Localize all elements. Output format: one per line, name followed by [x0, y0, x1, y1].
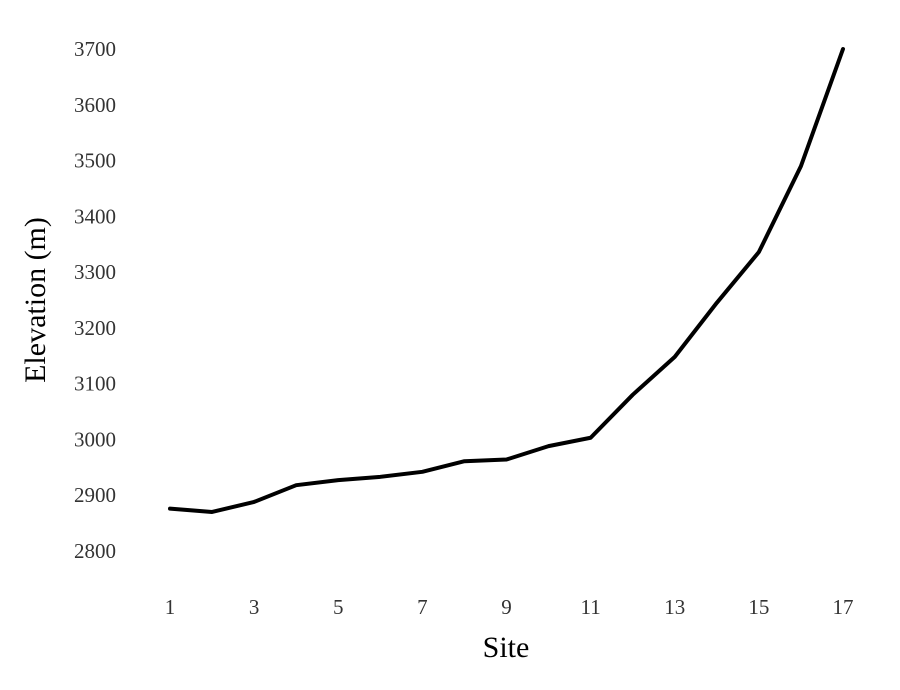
y-tick-label: 3400 — [74, 204, 116, 228]
series-lines — [168, 47, 845, 514]
y-tick-label: 3300 — [74, 260, 116, 284]
x-tick-label: 3 — [249, 595, 260, 619]
y-axis-tick-labels: 2800 2900 3000 3100 3200 3300 3400 3500 3600 3700 — [74, 37, 116, 563]
y-tick-label: 3000 — [74, 427, 116, 451]
x-tick-label: 5 — [333, 595, 344, 619]
x-tick-label: 1 — [165, 595, 176, 619]
y-tick-label: 3500 — [74, 149, 116, 173]
y-tick-label: 2800 — [74, 539, 116, 563]
x-tick-label: 15 — [748, 595, 769, 619]
x-tick-label: 17 — [833, 595, 854, 619]
y-axis-label: Elevation (m) — [19, 217, 52, 383]
y-tick-label: 3600 — [74, 93, 116, 117]
x-tick-label: 7 — [417, 595, 428, 619]
y-tick-label: 3200 — [74, 316, 116, 340]
y-tick-label: 3700 — [74, 37, 116, 61]
elevation-series-line — [168, 47, 845, 514]
x-axis-label: Site — [483, 631, 530, 664]
x-tick-label: 13 — [664, 595, 685, 619]
x-axis-tick-labels: 1 3 5 7 9 11 13 15 17 — [165, 595, 854, 619]
y-tick-label: 2900 — [74, 483, 116, 507]
y-tick-label: 3100 — [74, 372, 116, 396]
x-tick-label: 9 — [501, 595, 512, 619]
x-tick-label: 11 — [581, 595, 601, 619]
